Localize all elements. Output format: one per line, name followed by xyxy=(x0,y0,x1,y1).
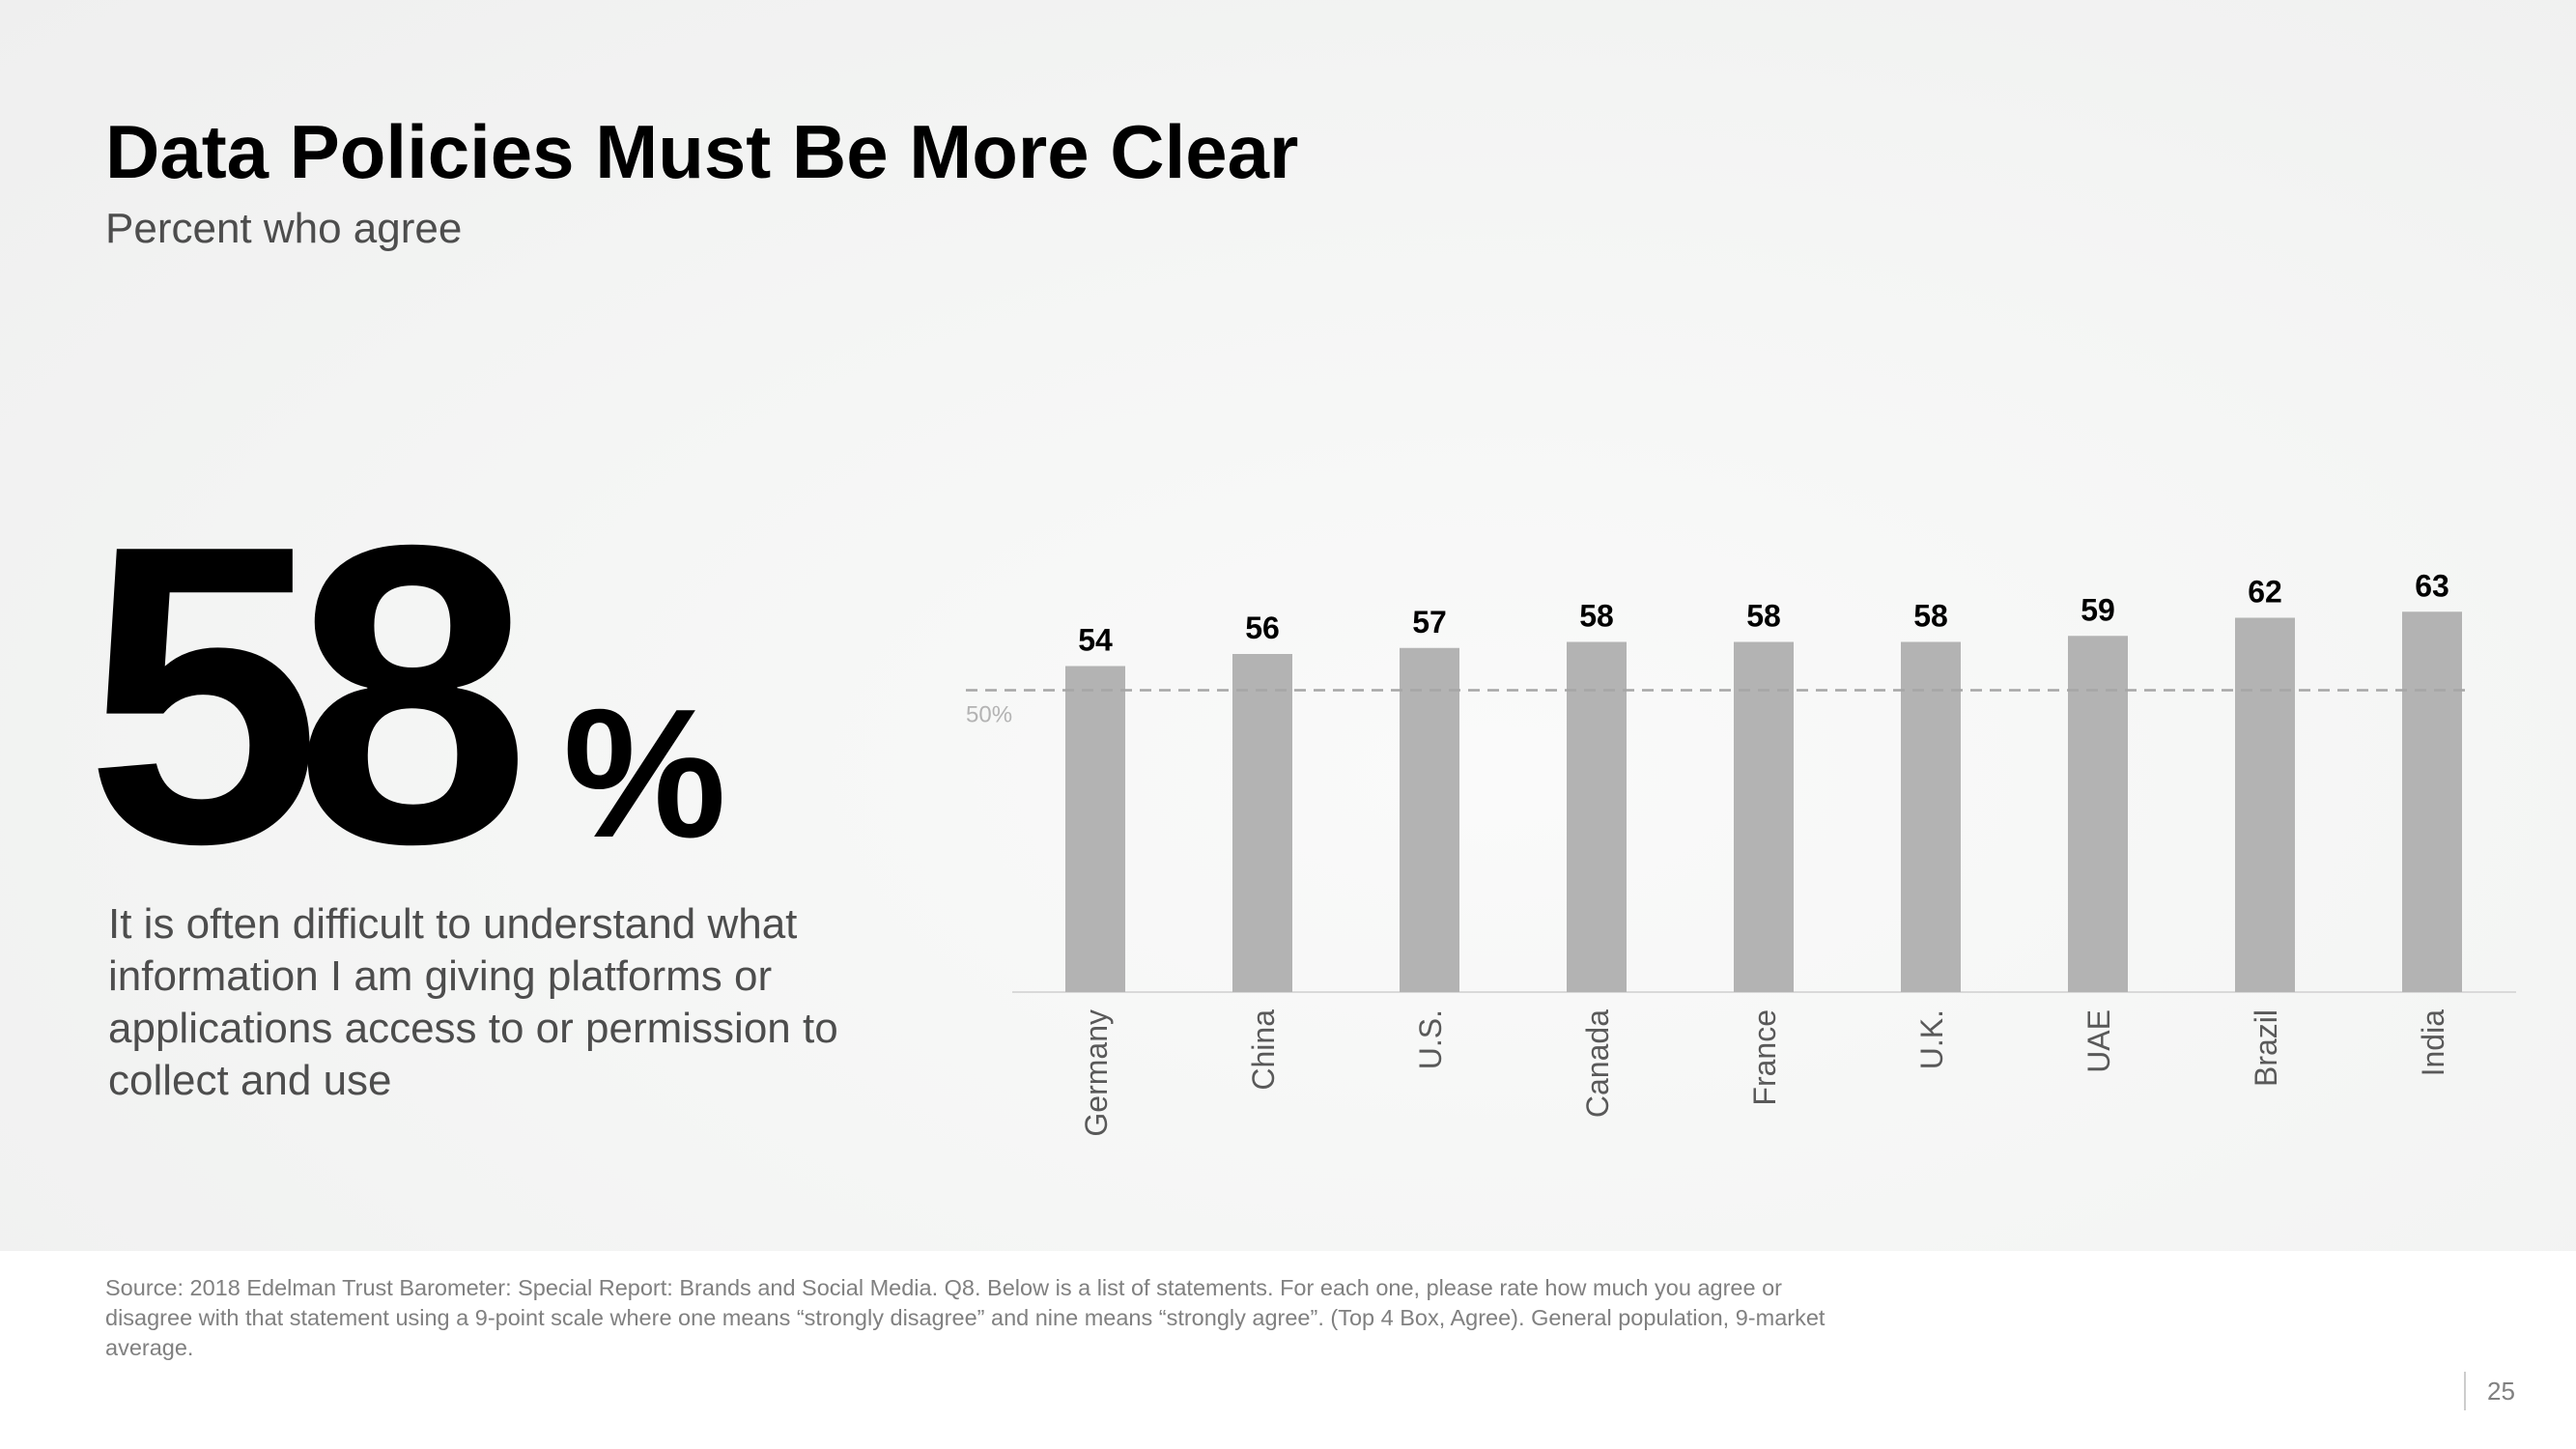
bar-india xyxy=(2402,611,2462,992)
value-label: 63 xyxy=(2415,568,2449,603)
source-note: Source: 2018 Edelman Trust Barometer: Sp… xyxy=(105,1273,1844,1363)
page-number: 25 xyxy=(2487,1377,2515,1406)
category-label: U.K. xyxy=(1914,1009,1949,1069)
footer-divider xyxy=(2464,1372,2466,1410)
value-label: 59 xyxy=(2081,592,2115,627)
value-label: 54 xyxy=(1078,623,1113,658)
category-label: Brazil xyxy=(2249,1009,2283,1087)
category-label: UAE xyxy=(2081,1009,2116,1073)
value-label: 57 xyxy=(1412,605,1447,639)
bar-brazil xyxy=(2235,618,2295,993)
bar-france xyxy=(1734,642,1794,993)
reference-line-label: 50% xyxy=(966,702,1012,728)
bar-uk xyxy=(1901,642,1961,993)
value-label: 58 xyxy=(1579,599,1614,634)
bar-china xyxy=(1232,654,1292,992)
bar-chart: 54 Germany 56 China 57 U.S. 58 Canada 58 France 58… xyxy=(927,541,2531,1179)
page-title: Data Policies Must Be More Clear xyxy=(105,108,1298,196)
bar-germany xyxy=(1065,667,1125,993)
category-label: Germany xyxy=(1079,1009,1114,1137)
headline-stat-suffix: % xyxy=(563,682,726,866)
bar-canada xyxy=(1567,642,1627,993)
category-label: China xyxy=(1246,1009,1281,1091)
headline-stat: 58 xyxy=(85,483,503,908)
bar-us xyxy=(1400,648,1459,992)
page-subtitle: Percent who agree xyxy=(105,205,462,253)
statement-text: It is often difficult to understand what… xyxy=(108,898,842,1107)
value-label: 56 xyxy=(1245,611,1280,645)
value-label: 58 xyxy=(1746,599,1781,634)
category-label: France xyxy=(1747,1009,1782,1106)
value-label: 58 xyxy=(1913,599,1948,634)
category-label: Canada xyxy=(1580,1009,1615,1118)
category-label: India xyxy=(2416,1009,2450,1077)
value-label: 62 xyxy=(2248,575,2282,610)
category-label: U.S. xyxy=(1413,1009,1448,1069)
